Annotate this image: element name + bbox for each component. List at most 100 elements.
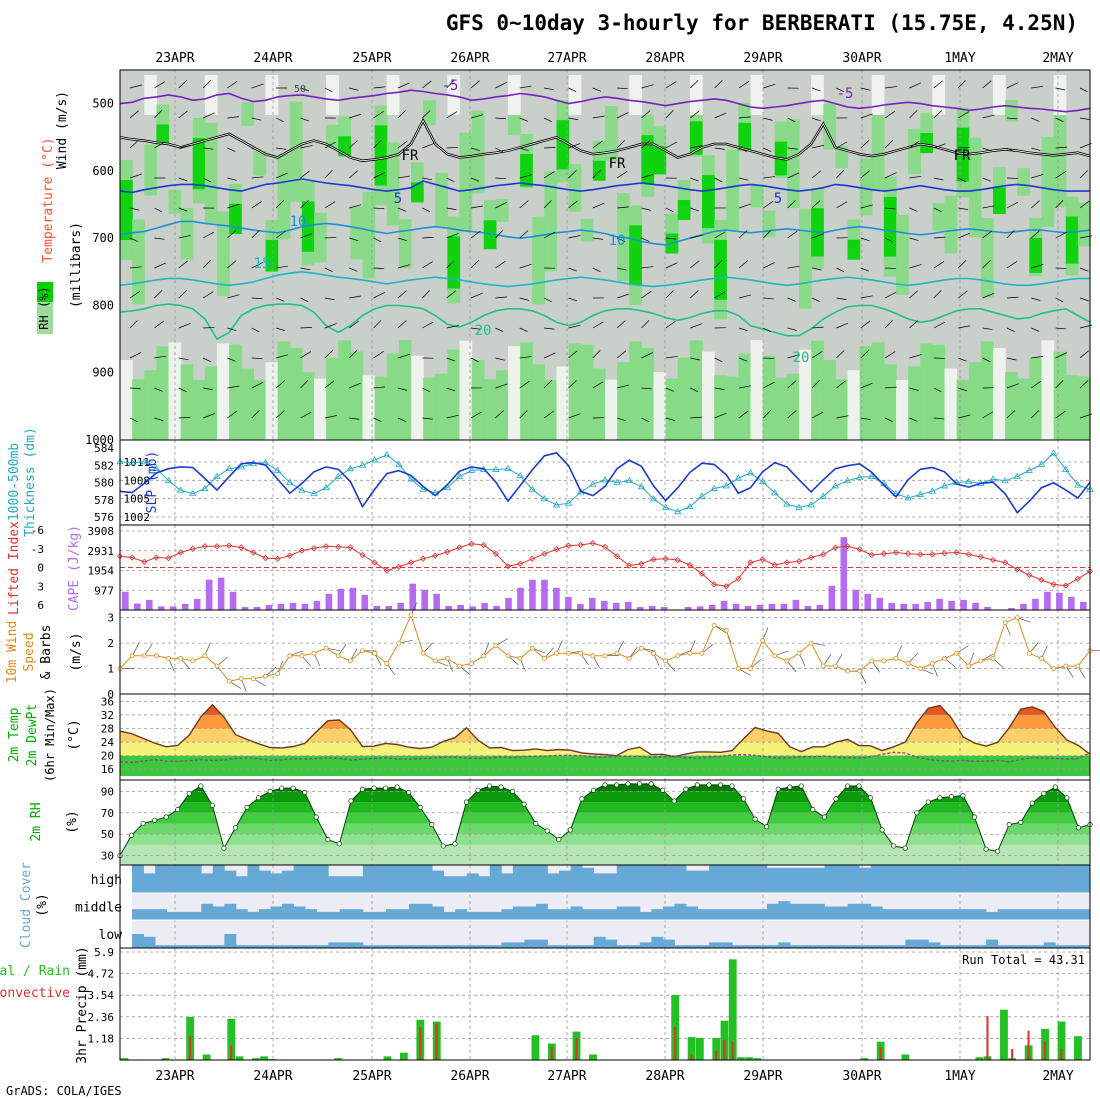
lifted-point [820, 551, 827, 558]
wind-barb [519, 147, 529, 152]
wind-barb [397, 353, 410, 359]
rh-shade-surface [144, 370, 157, 440]
rh-point [336, 841, 342, 847]
lifted-point [674, 556, 681, 564]
wind-barb [860, 204, 873, 209]
wind-barb [446, 387, 456, 392]
wind-barb [397, 320, 407, 329]
rh-point [383, 785, 389, 791]
cloud-bar-middle [189, 911, 202, 920]
wind10-point [614, 650, 620, 656]
wind-barb [738, 177, 749, 181]
lifted-point [650, 556, 657, 563]
cloud-bar-high [778, 867, 791, 893]
wind10-point [129, 653, 135, 659]
wind-barb [1031, 117, 1040, 122]
rh-shade-high [714, 239, 727, 300]
wind10-point [141, 653, 147, 659]
cloud-bar-high [1032, 865, 1045, 893]
top-date-label: 23APR [155, 51, 194, 66]
rh-shade-surface [702, 351, 715, 440]
rh-shade-surface [204, 366, 218, 440]
wind-barb [1055, 231, 1067, 239]
cape-bar [936, 598, 943, 610]
cloud-cover-panel: high middle low Cloud Cover (%) [19, 862, 1091, 949]
rh-shade [277, 153, 291, 240]
rh-shade-surface [1077, 376, 1091, 440]
wind-barb [373, 292, 385, 299]
rh-point [902, 845, 908, 851]
wind10-point [372, 650, 378, 656]
wind-barb [617, 384, 630, 389]
wind-barb [933, 387, 942, 393]
wind-barb [397, 175, 410, 179]
cloud-bar-middle [247, 911, 260, 920]
lifted-point [213, 543, 221, 550]
cape-bar [253, 606, 261, 610]
cloud-bar-high [812, 867, 825, 893]
thickness-point [795, 503, 803, 510]
wind-barb [811, 297, 820, 302]
wind-barb [738, 230, 748, 239]
rh-shade [859, 158, 873, 216]
cloud-bar-middle [143, 909, 156, 920]
rh-shade-surface [120, 360, 133, 440]
wind-barb [1055, 146, 1068, 149]
rh-shade-surface [459, 340, 473, 440]
thickness-point [807, 501, 815, 508]
wind-barb [690, 80, 699, 89]
wind10-point [432, 658, 438, 664]
wind-barb [690, 177, 699, 182]
precip-conv-bar [879, 1047, 882, 1060]
wind-barb [275, 380, 285, 389]
wind-barb [1006, 201, 1019, 209]
rh-shade-low [629, 75, 642, 115]
cloud-bar-low [847, 945, 860, 948]
cloud-bar-low [235, 945, 248, 948]
cloud-bar-middle [616, 906, 629, 920]
lifted-point [189, 545, 196, 552]
wind-barb [470, 292, 483, 299]
wind10-point [153, 653, 159, 659]
cloud-bar-high [293, 865, 306, 893]
rh-point [683, 786, 689, 792]
rh-shade [968, 137, 982, 238]
cloud-bar-high [270, 873, 283, 893]
wind-barb [397, 237, 407, 242]
wind-barb [178, 110, 188, 119]
lifted-point [565, 542, 572, 549]
cloud-bar-middle [905, 909, 918, 920]
lifted-point [638, 560, 645, 567]
cloud-axis-label: Cloud Cover [19, 862, 34, 948]
cloud-bar-low [939, 945, 952, 948]
cloud-bar-low [524, 939, 537, 948]
lifted-point [298, 547, 305, 554]
wind-barb [763, 327, 771, 333]
wind-barb [203, 147, 214, 150]
wind-barb [641, 417, 650, 423]
rh-shade [544, 171, 558, 272]
cloud-bar-middle [686, 906, 698, 920]
wind10-point [675, 653, 681, 659]
cloud-bar-low [859, 945, 872, 948]
rh-point [590, 787, 597, 793]
lifted-point [601, 543, 609, 550]
top-date-label: 1MAY [944, 51, 975, 66]
cloud-bar-middle [709, 909, 722, 920]
thickness-point [1001, 476, 1009, 484]
wind-barb [1055, 327, 1067, 330]
cloud-bar-low [766, 945, 779, 948]
wind-barb [860, 87, 871, 91]
top-date-label: 25APR [352, 51, 391, 66]
rh-point [602, 782, 608, 788]
cloud-bar-high [1055, 865, 1068, 893]
wind-barb [665, 355, 678, 359]
wind-barb [348, 350, 358, 359]
rh-shade-surface [374, 376, 388, 440]
thickness-point [710, 484, 718, 491]
thickness-point [940, 482, 949, 489]
precip-total-label: Total / Rain [0, 964, 70, 979]
wind-barb [154, 110, 163, 119]
lifted-point [1050, 581, 1057, 588]
cape-bar [756, 604, 764, 610]
